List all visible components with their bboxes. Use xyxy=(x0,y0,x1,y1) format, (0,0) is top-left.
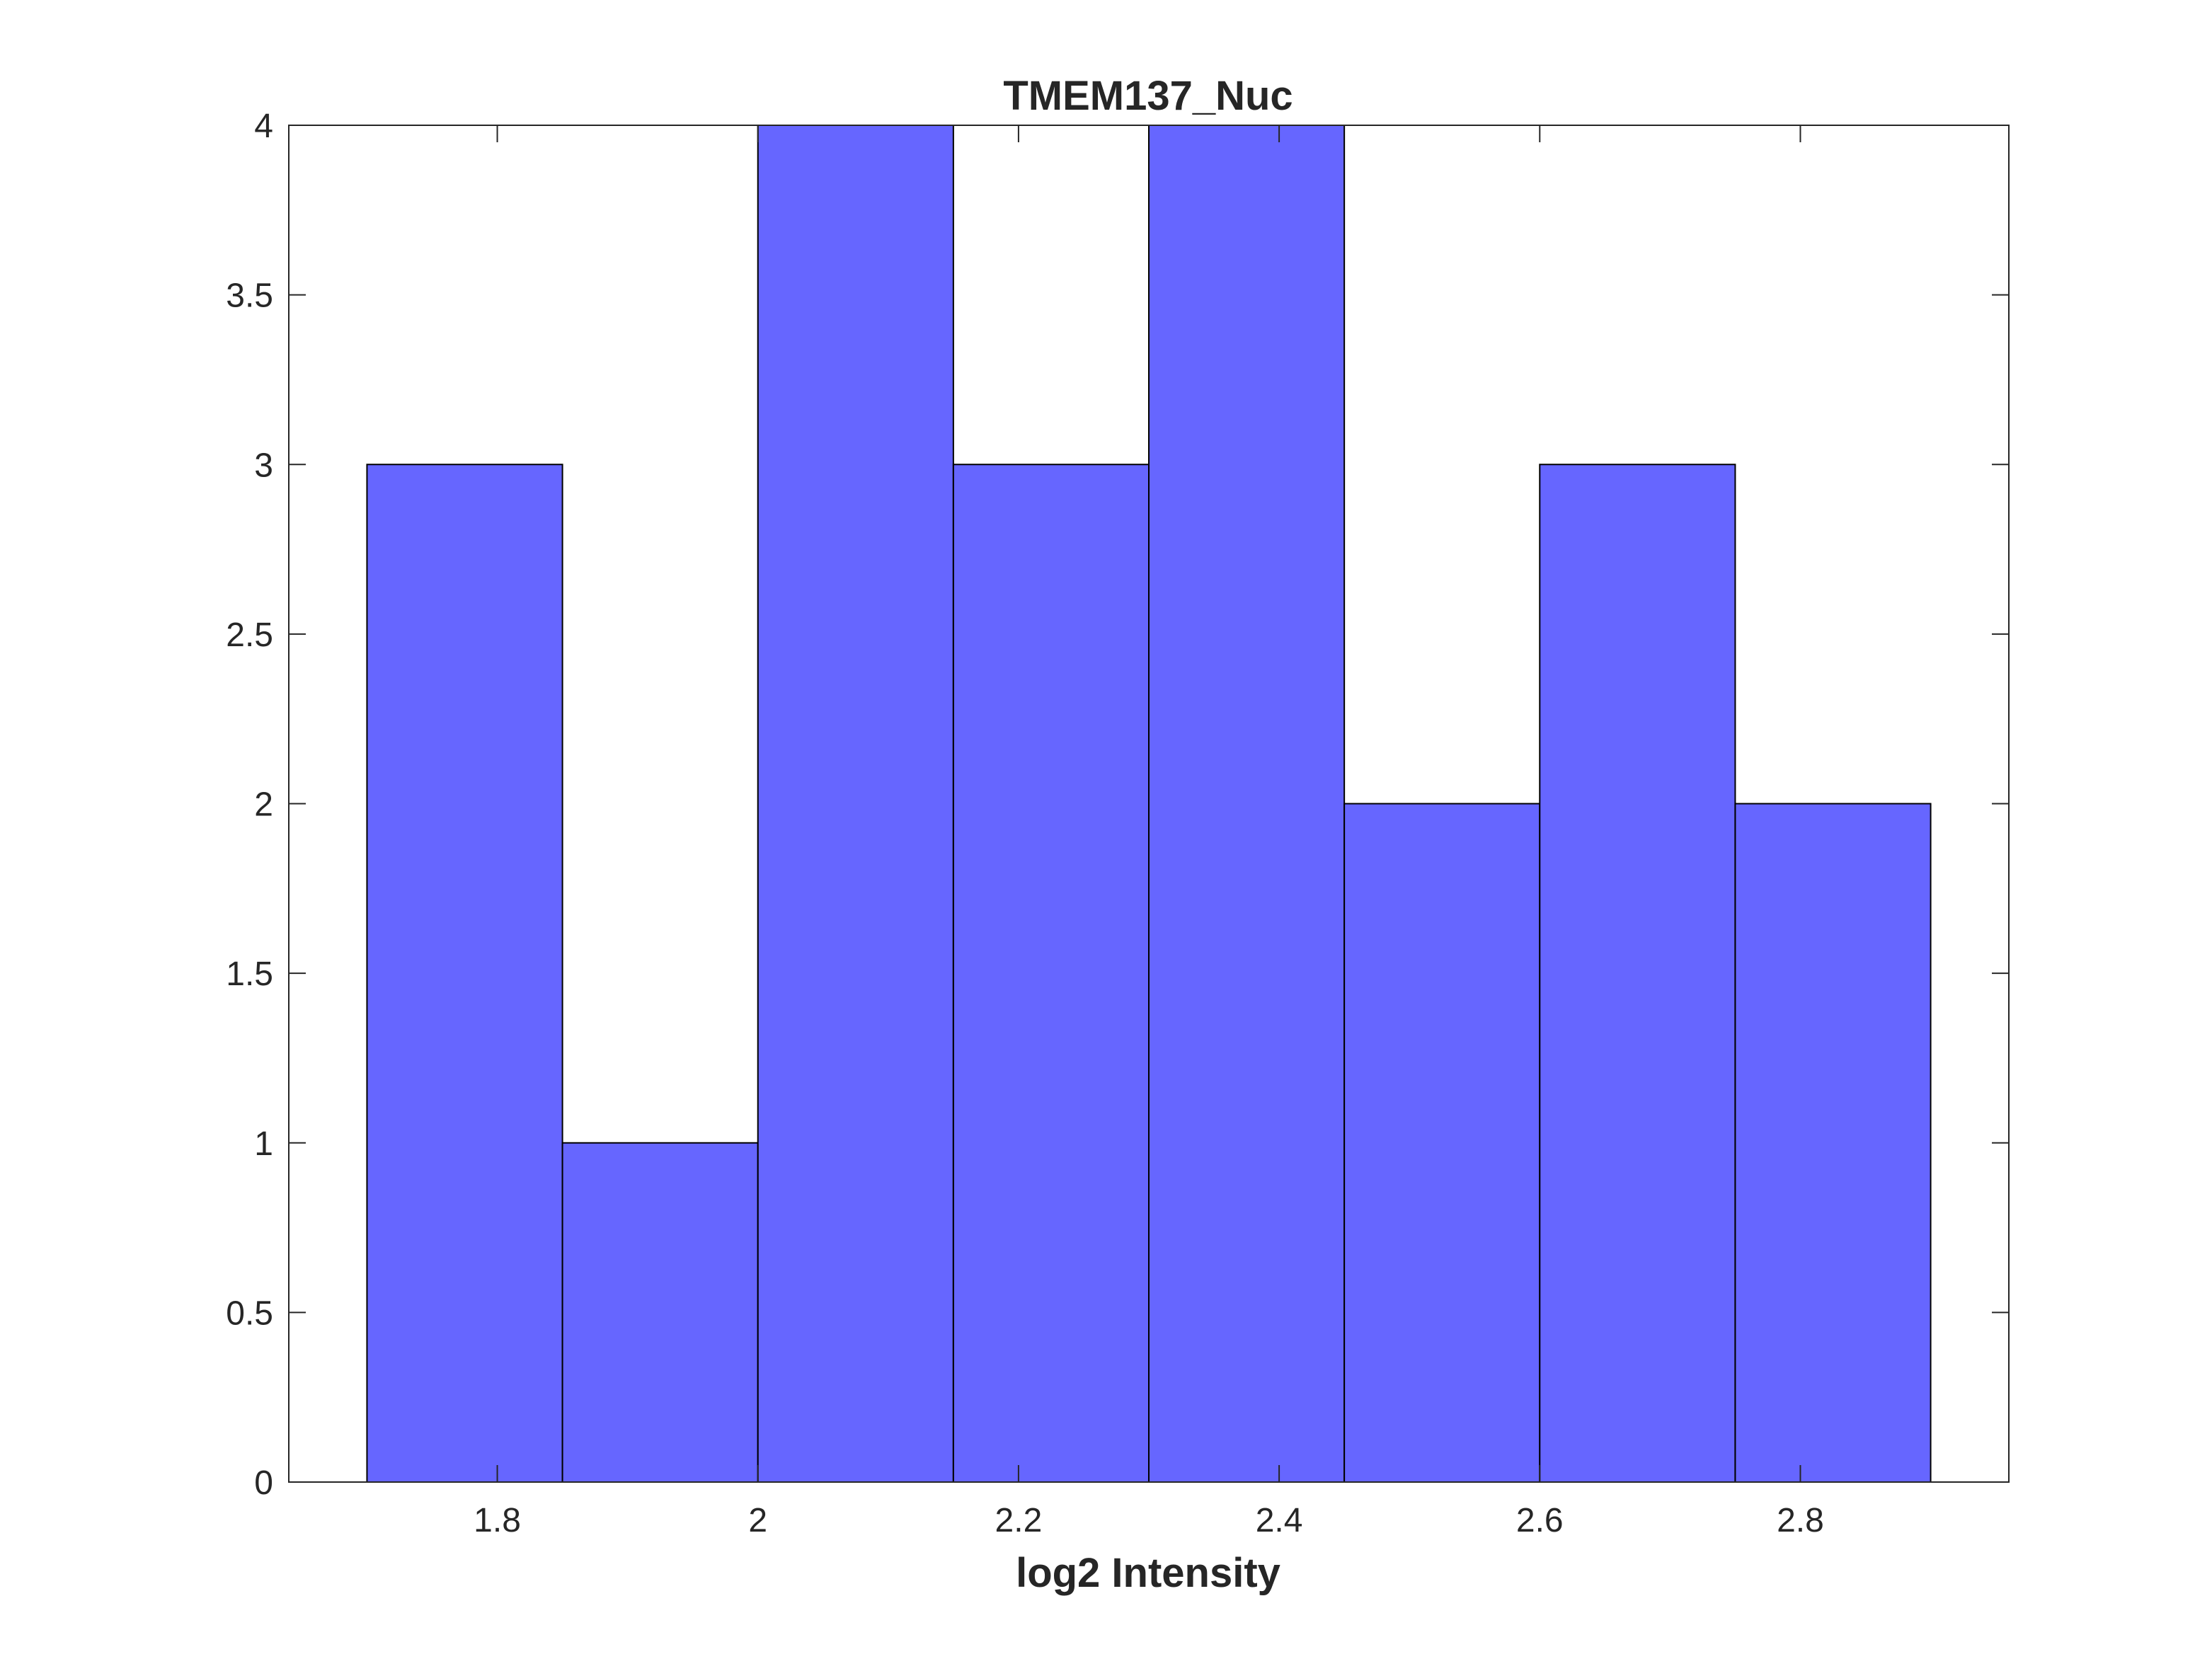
y-tick-label: 1.5 xyxy=(226,955,273,993)
y-tick-label: 3 xyxy=(254,447,273,484)
y-tick-label: 1 xyxy=(254,1125,273,1163)
y-tick-label: 4 xyxy=(254,108,273,145)
bars-layer xyxy=(366,125,1932,1483)
x-tick-label: 2.6 xyxy=(1516,1502,1564,1539)
x-axis-label: log2 Intensity xyxy=(1016,1550,1280,1596)
histogram-bar xyxy=(561,1142,759,1483)
histogram-bar xyxy=(1343,803,1541,1483)
histogram-bar xyxy=(952,464,1150,1483)
x-tick-label: 2 xyxy=(748,1502,767,1539)
x-tick-label: 2.2 xyxy=(995,1502,1043,1539)
tick-labels-layer: 1.8 2 2.2 2.4 2.6 2.8 0 0.5 1 1.5 2 2.5 3 3.5 4 xyxy=(226,108,1824,1539)
histogram-bar xyxy=(366,464,563,1483)
y-tick-label: 3.5 xyxy=(226,277,273,315)
y-tick-label: 0.5 xyxy=(226,1295,273,1332)
histogram-bar xyxy=(1734,803,1932,1483)
x-tick-label: 1.8 xyxy=(474,1502,521,1539)
x-tick-label: 2.4 xyxy=(1256,1502,1303,1539)
y-tick-label: 2.5 xyxy=(226,616,273,654)
histogram-bar xyxy=(1539,464,1736,1483)
axes-box xyxy=(288,125,2010,1483)
y-tick-label: 2 xyxy=(254,786,273,824)
histogram-bar xyxy=(1148,125,1346,1483)
x-tick-label: 2.8 xyxy=(1777,1502,1824,1539)
y-tick-label: 0 xyxy=(254,1464,273,1502)
histogram-bar xyxy=(757,125,954,1483)
chart-title: TMEM137_Nuc xyxy=(1003,73,1293,119)
